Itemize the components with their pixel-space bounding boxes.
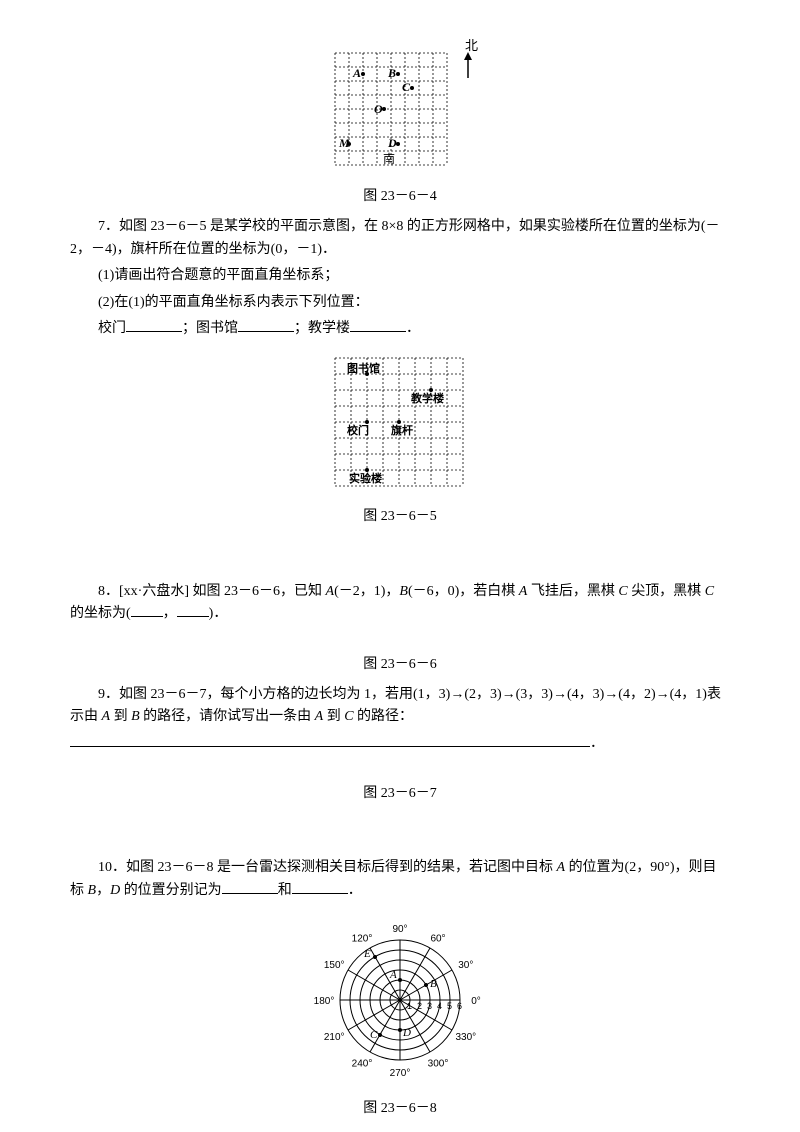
blank-q9-path [70,733,590,747]
svg-text:180°: 180° [314,996,335,1007]
svg-text:B: B [430,978,437,990]
svg-text:C: C [402,80,411,94]
svg-text:270°: 270° [390,1068,411,1079]
svg-text:150°: 150° [324,960,345,971]
svg-text:30°: 30° [458,960,473,971]
figure-23-6-5: 图书馆 教学楼 校门 旗杆 实验楼 [70,348,730,498]
figure-23-6-8: 0° 30° 60° 90° 120° 150° 180° 210° 240° 270° 300° 3… [70,910,730,1090]
svg-text:300°: 300° [428,1059,449,1070]
q7-teach-label: ；教学楼 [294,321,350,336]
svg-text:M: M [338,136,350,150]
caption-23-6-8: 图 23－6－8 [70,1098,730,1120]
svg-text:A: A [389,969,397,981]
q9-text: 9．如图 23－6－7，每个小方格的边长均为 1，若用(1，3)→(2，3)→(… [70,684,730,729]
svg-text:6: 6 [457,1001,462,1011]
north-label: 北 [465,38,478,53]
svg-text:60°: 60° [430,934,445,945]
svg-text:3: 3 [427,1001,432,1011]
svg-text:C: C [370,1029,378,1041]
grid-diagram-2: 图书馆 教学楼 校门 旗杆 实验楼 [325,348,475,498]
svg-text:图书馆: 图书馆 [347,361,380,375]
figure-23-6-4: 北 A B C O M D 南 [70,38,730,178]
svg-text:E: E [363,948,371,960]
q7-sub2b: 校门 ；图书馆 ；教学楼 ． [70,318,730,340]
svg-text:D: D [387,136,397,150]
grid-diagram-1: 北 A B C O M D 南 [320,38,480,178]
q9-blank-line: ． [70,733,730,755]
radar-diagram: 0° 30° 60° 90° 120° 150° 180° 210° 240° 270° 300° 3… [290,910,510,1090]
svg-text:240°: 240° [352,1059,373,1070]
q7-period: ． [406,321,420,336]
svg-text:O: O [374,102,383,116]
q7-line1: 7．如图 23－6－5 是某学校的平面示意图，在 8×8 的正方形网格中，如果实… [70,216,730,261]
svg-text:教学楼: 教学楼 [410,391,444,405]
q10-text: 10．如图 23－6－8 是一台雷达探测相关目标后得到的结果，若记图中目标 A … [70,857,730,902]
svg-text:120°: 120° [352,934,373,945]
blank-q8-y [177,603,209,617]
svg-text:南: 南 [383,151,395,166]
blank-gate [126,318,182,332]
svg-text:实验楼: 实验楼 [349,471,382,485]
svg-text:旗杆: 旗杆 [391,423,413,437]
svg-text:5: 5 [447,1001,452,1011]
svg-text:1: 1 [407,1001,412,1011]
svg-text:90°: 90° [392,924,407,935]
caption-23-6-6: 图 23－6－6 [70,654,730,676]
blank-q10-B [222,880,278,894]
blank-teach [350,318,406,332]
blank-lib [238,318,294,332]
svg-text:B: B [387,66,396,80]
svg-text:A: A [352,66,361,80]
svg-text:4: 4 [437,1001,442,1011]
svg-text:0°: 0° [471,996,481,1007]
q7-sub1: (1)请画出符合题意的平面直角坐标系； [70,265,730,287]
q7-lib-label: ；图书馆 [182,321,238,336]
svg-text:2: 2 [417,1001,422,1011]
caption-23-6-5: 图 23－6－5 [70,506,730,528]
svg-text:330°: 330° [455,1032,476,1043]
blank-q10-D [292,880,348,894]
q7-gate-label: 校门 [98,321,126,336]
caption-23-6-7: 图 23－6－7 [70,783,730,805]
blank-q8-x [131,603,163,617]
caption-23-6-4: 图 23－6－4 [70,186,730,208]
q7-sub2a: (2)在(1)的平面直角坐标系内表示下列位置： [70,292,730,314]
svg-text:210°: 210° [324,1032,345,1043]
q8-text: 8．[xx·六盘水] 如图 23－6－6，已知 A(－2，1)，B(－6，0)，… [70,581,730,626]
svg-text:校门: 校门 [347,423,369,437]
svg-text:D: D [402,1027,411,1039]
